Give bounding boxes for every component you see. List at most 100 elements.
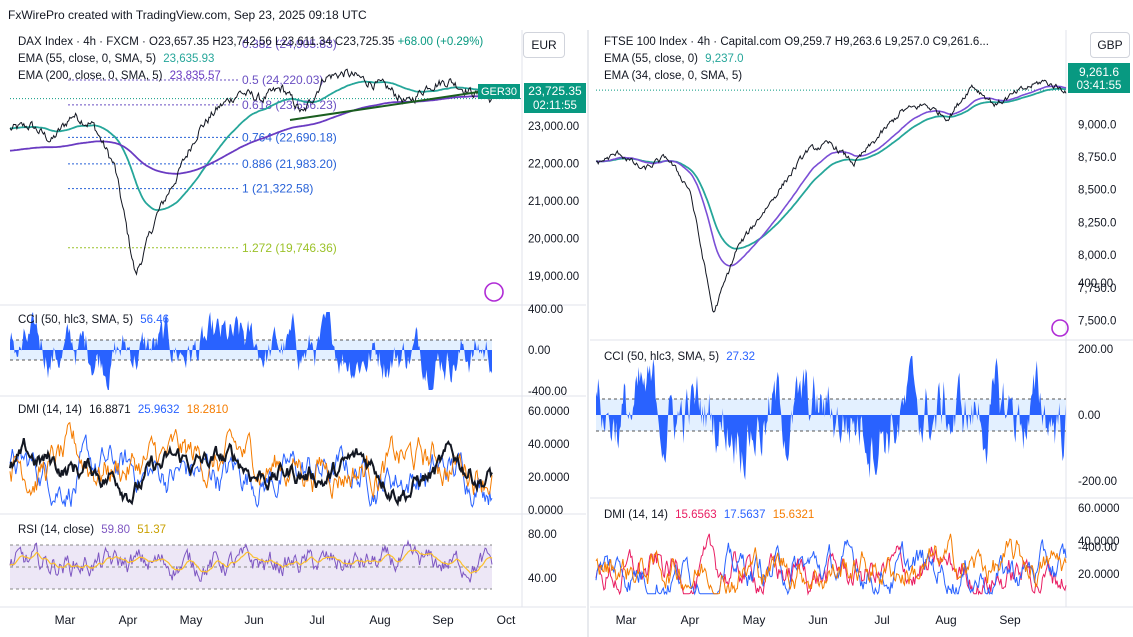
dax-symbol-name: DAX Index · 4h · FXCM ·	[18, 36, 146, 48]
dax-rsi-label: RSI (14, close)	[18, 524, 95, 536]
dax-fib-level-label: 1 (21,322.58)	[242, 182, 313, 196]
dax-price-tick-label: 23,000.00	[528, 121, 579, 133]
dax-ema200-value: 23,835.57	[169, 70, 221, 82]
dax-dmi-legend[interactable]: DMI (14, 14) 16.8871 25.9632 18.2810	[18, 404, 228, 416]
dax-cci-tick: -400.00	[528, 386, 567, 398]
dax-rsi-ma-line	[9, 549, 493, 574]
dax-dmi-label: DMI (14, 14)	[18, 404, 82, 416]
ftse-high: H9,263.6	[834, 36, 882, 48]
dax-ema55-line	[9, 80, 493, 212]
dax-fib-top-label: 0.382 (24,905.83)	[242, 37, 337, 51]
ftse-last-price-box	[1068, 63, 1130, 93]
dax-rsi-ma-value: 51.37	[137, 524, 167, 536]
dax-price-tick-label: 20,000.00	[528, 233, 579, 245]
ftse-ema55-value: 9,237.0	[705, 53, 744, 65]
dax-dmi-tick: 60.0000	[528, 406, 570, 418]
dax-ema200-legend[interactable]: EMA (200, close, 0, SMA, 5) 23,835.57	[18, 70, 221, 82]
dax-last-price-box	[524, 83, 586, 113]
ftse-month-label: Jun	[808, 613, 827, 627]
ftse-month-label: Apr	[681, 613, 700, 627]
ftse-cci-value: 27.32	[726, 351, 756, 363]
ftse-dmi-line	[595, 533, 1067, 595]
dax-price-line	[9, 68, 493, 276]
ftse-dmi-tick: 60.0000	[1078, 503, 1120, 515]
dax-ema200-label: EMA (200, close, 0, SMA, 5)	[18, 70, 163, 82]
ftse-ema34-legend[interactable]: EMA (34, close, 0, SMA, 5)	[604, 70, 742, 82]
dax-dmi-line	[9, 421, 493, 499]
ftse-price-legend[interactable]: FTSE 100 Index · 4h · Capital.com O9,259…	[604, 36, 989, 48]
dax-dmi-adx-value: 16.8871	[89, 404, 131, 416]
ftse-dmi-adx-value: 17.5637	[723, 509, 766, 521]
dax-month-label: Mar	[55, 613, 76, 627]
dax-symbol-tag: GER30	[481, 86, 517, 98]
ftse-last-price-label: 9,261.6	[1079, 65, 1119, 79]
dax-high: H23,742.56	[212, 36, 272, 48]
dax-dmi-minus-value: 18.2810	[186, 404, 229, 416]
dax-cci-value: 56.46	[140, 314, 170, 326]
ftse-cci-tick: 200.00	[1078, 344, 1113, 356]
dax-fib-level-label: 0.764 (22,690.18)	[242, 130, 337, 144]
ftse-ema34-line	[596, 85, 1067, 267]
ftse-dmi-tick: 20.0000	[1078, 569, 1120, 581]
dax-last-price-label: 23,725.35	[528, 84, 582, 98]
dax-low: L23,611.34	[275, 36, 332, 48]
ftse-dmi-label: DMI (14, 14)	[604, 509, 668, 521]
dax-dmi-tick: 20.0000	[528, 472, 570, 484]
ftse-dmi-legend[interactable]: DMI (14, 14) 15.6563 17.5637 15.6321	[604, 509, 814, 521]
dax-month-label: Jul	[309, 613, 324, 627]
ftse-symbol-name: FTSE 100 Index · 4h · Capital.com	[604, 36, 782, 48]
ftse-ema55-label: EMA (55, close, 0)	[604, 53, 698, 65]
dax-fib-level-label: 0.886 (21,983.20)	[242, 157, 337, 171]
dax-open: O23,657.35	[149, 36, 210, 48]
dax-rsi-legend[interactable]: RSI (14, close) 59.80 51.37	[18, 524, 166, 536]
ftse-price-tick-label: 8,250.0	[1078, 217, 1116, 229]
ftse-low: L9,257.0	[884, 36, 930, 48]
dax-symbol-tag-box	[478, 84, 520, 99]
ftse-ema55-legend[interactable]: EMA (55, close, 0) 9,237.0	[604, 53, 744, 65]
dax-fib-level-label: 0.5 (24,220.03)	[242, 73, 323, 87]
dax-month-label: Sep	[432, 613, 454, 627]
dax-cci-label: CCI (50, hlc3, SMA, 5)	[18, 314, 134, 326]
ftse-month-label: Mar	[616, 613, 637, 627]
ftse-price-tick-label: 7,750.0	[1078, 283, 1116, 295]
dax-rsi-line	[9, 539, 493, 583]
dax-month-label: Jun	[244, 613, 263, 627]
ftse-month-label: Sep	[999, 613, 1021, 627]
ftse-cci-tick: 0.00	[1078, 410, 1100, 422]
ftse-cci-legend[interactable]: CCI (50, hlc3, SMA, 5) 27.32	[604, 351, 755, 363]
ftse-countdown-label: 03:41:55	[1077, 80, 1122, 92]
dax-fib-level-label: 1.272 (19,746.36)	[242, 241, 337, 255]
dax-dmi-plus-value: 25.9632	[137, 404, 180, 416]
ftse-cci-tick: 400.00	[1078, 278, 1113, 290]
dax-rsi-tick: 80.00	[528, 529, 557, 541]
ftse-currency-button[interactable]: GBP	[1090, 32, 1130, 58]
dax-dmi-line	[9, 438, 493, 507]
dax-change: +68.00 (+0.29%)	[397, 36, 484, 48]
ftse-month-label: Aug	[935, 613, 956, 627]
dax-trendline	[289, 90, 486, 121]
dax-rsi-value: 59.80	[101, 524, 131, 536]
dax-month-label: Apr	[119, 613, 138, 627]
dax-dmi-line	[9, 434, 493, 508]
ftse-dmi-line	[595, 539, 1067, 596]
ftse-price-line	[595, 79, 1067, 313]
ftse-price-tick-label: 8,750.0	[1078, 152, 1116, 164]
dax-ema55-legend[interactable]: EMA (55, close, 0, SMA, 5) 23,635.93	[18, 53, 214, 65]
ftse-cci-tick: -200.00	[1078, 476, 1117, 488]
dax-ema55-label: EMA (55, close, 0, SMA, 5)	[18, 53, 157, 65]
dax-cci-legend[interactable]: CCI (50, hlc3, SMA, 5) 56.46	[18, 314, 169, 326]
ftse-cci-tick: -400.00	[1078, 542, 1117, 554]
dax-price-legend[interactable]: DAX Index · 4h · FXCM · O23,657.35 H23,7…	[18, 36, 483, 48]
tv-logo-icon	[484, 282, 504, 302]
ftse-ema34-label: EMA (34, close, 0, SMA, 5)	[604, 70, 743, 82]
dax-ema55-value: 23,635.93	[163, 53, 215, 65]
dax-dmi-tick: 40.0000	[528, 439, 570, 451]
ftse-price-tick-label: 9,000.0	[1078, 119, 1116, 131]
ftse-dmi-minus-value: 15.6321	[772, 509, 815, 521]
dax-cci-histogram	[10, 312, 492, 390]
dax-currency-button[interactable]: EUR	[523, 32, 565, 58]
dax-price-tick-label: 22,000.00	[528, 158, 579, 170]
ftse-price-tick-label: 8,000.0	[1078, 250, 1116, 262]
dax-countdown-label: 02:11:55	[533, 100, 577, 112]
